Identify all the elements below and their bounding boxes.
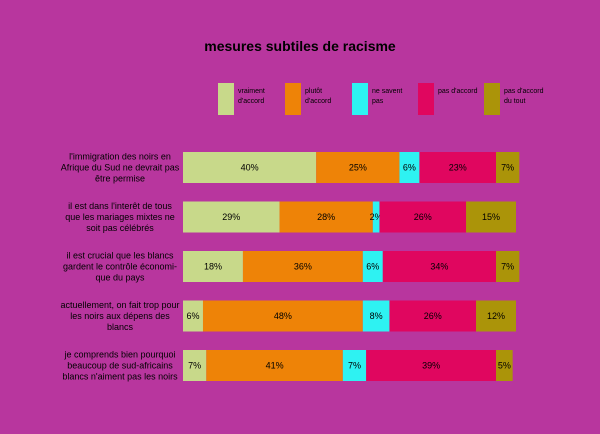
bar-segment [496,152,520,183]
row-label: actuellement, on fait trop pour les noirs… [60,300,179,332]
bar-segment [362,300,390,332]
row-label: il est dans l'interêt de tous que les mar… [65,201,175,233]
data-label: 26% [414,212,432,222]
data-label: 7% [501,163,514,173]
legend-label: vraiment [238,88,265,95]
data-label: 6% [366,262,379,272]
legend-swatch [484,83,500,115]
data-label: 23% [449,163,467,173]
row-label: je comprends bien pourquoi beaucoup de su… [62,350,178,382]
bar-segment [476,300,516,332]
data-label: 12% [487,311,505,321]
data-label: 6% [186,311,199,321]
data-label: 6% [403,163,416,173]
legend-swatch [285,83,301,115]
data-label: 41% [266,361,284,371]
bar-segment [372,201,380,233]
data-label: 26% [424,311,442,321]
legend-label: d'accord [305,98,331,105]
legend-swatch [352,83,368,115]
data-label: 7% [501,262,514,272]
bar-segment [183,201,280,233]
chart-title: mesures subtiles de racisme [204,38,396,54]
data-label: 5% [498,361,511,371]
bar-segment [279,201,373,233]
data-label: 40% [241,163,259,173]
data-label: 28% [317,212,335,222]
bar-segment [496,350,513,381]
legend-label: plutôt [305,88,322,95]
bar-segment [366,350,497,381]
bar-segment [316,152,400,183]
data-label: 2% [370,212,383,222]
legend-swatch [218,83,234,115]
bar-segment [242,251,363,282]
data-label: 7% [348,361,361,371]
legend-label: d'accord [238,98,264,105]
row-label: l'immigration des noirs en Afrique du Sud… [61,152,180,184]
data-label: 7% [188,361,201,371]
bar-segment [362,251,383,282]
bar-segment [342,350,367,381]
data-label: 15% [482,212,500,222]
data-label: 39% [422,361,440,371]
bar-segment [419,152,497,183]
bar-segment [183,350,207,381]
bar-segment [389,300,477,332]
data-label: 48% [274,311,292,321]
legend-label: ne savent [372,88,402,95]
row-label: il est crucial que les blancs gardent le … [63,251,177,283]
data-label: 36% [294,262,312,272]
bar-segment [379,201,467,233]
data-label: 34% [430,262,448,272]
data-label: 18% [204,262,222,272]
data-label: 8% [370,311,383,321]
bar-segment [183,300,203,332]
legend-label: du tout [504,98,525,105]
bar-segment [399,152,420,183]
bar-rows: l'immigration des noirs en Afrique du Sud… [60,152,520,382]
bar-segment [183,152,317,183]
legend-label: pas d'accord [438,88,478,95]
bar-segment [202,300,363,332]
bar-segment [183,251,243,282]
bar-segment [206,350,343,381]
bar-segment [466,201,516,233]
data-label: 29% [222,212,240,222]
legend-label: pas [372,98,384,105]
legend: vraiment d'accord plutôt d'accord ne savent p… [218,83,544,115]
legend-swatch [418,83,434,115]
bar-segment [496,251,520,282]
legend-label: pas d'accord [504,88,544,95]
bar-segment [382,251,497,282]
data-label: 25% [349,163,367,173]
